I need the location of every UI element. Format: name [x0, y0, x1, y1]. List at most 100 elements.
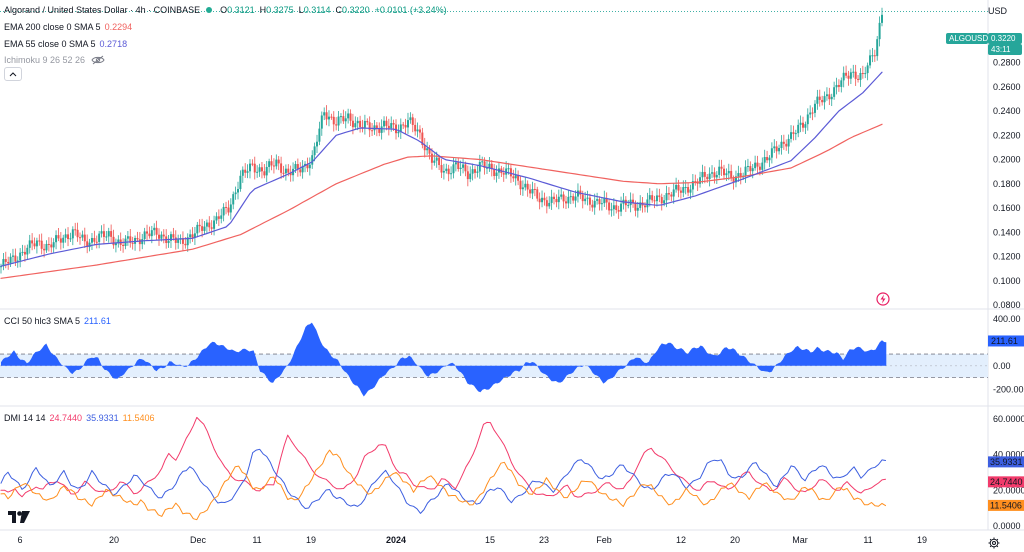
price-candle — [234, 192, 237, 195]
price-candle — [256, 171, 259, 173]
price-candle — [356, 120, 359, 124]
price-candle — [794, 133, 797, 135]
price-candle — [280, 163, 283, 173]
price-candle — [337, 116, 340, 126]
price-candle — [548, 202, 551, 207]
price-candle — [196, 224, 199, 234]
price-candle — [869, 55, 872, 66]
price-candle — [98, 233, 101, 242]
price-candle — [847, 75, 850, 79]
price-candle — [270, 161, 273, 166]
price-candle — [459, 167, 462, 170]
price-candle — [474, 169, 477, 173]
price-candle — [438, 157, 441, 166]
tradingview-logo-icon[interactable] — [8, 511, 30, 523]
price-candle — [186, 237, 189, 246]
price-candle — [126, 236, 129, 239]
price-candle — [23, 251, 26, 255]
price-candle — [639, 202, 642, 208]
price-candle — [653, 200, 656, 202]
price-candle — [428, 148, 431, 154]
price-axis-tick-8: 0.1400 — [993, 227, 1021, 237]
price-candle — [749, 166, 752, 172]
price-candle — [646, 199, 649, 208]
settings-icon[interactable] — [988, 537, 1000, 549]
price-candle — [246, 171, 249, 173]
dmi-axis-tick-2: 20.0000 — [993, 485, 1024, 495]
price-candle — [471, 169, 474, 174]
price-candle — [284, 168, 287, 174]
price-candle — [806, 114, 809, 125]
flash-icon[interactable] — [876, 292, 890, 306]
price-candle — [205, 222, 208, 227]
price-candle — [612, 205, 615, 210]
price-candle — [699, 177, 702, 184]
price-candle — [50, 244, 53, 248]
price-candle — [299, 169, 302, 173]
price-candle — [842, 72, 845, 81]
price-axis-tick-2: 0.2600 — [993, 82, 1021, 92]
price-candle — [797, 124, 800, 134]
price-candle — [687, 187, 690, 193]
dmi-adx-line — [0, 416, 886, 498]
price-candle — [521, 187, 524, 190]
price-candle — [392, 123, 395, 125]
price-axis-tick-1: 0.2800 — [993, 58, 1021, 68]
price-candle — [74, 229, 77, 231]
price-candle — [691, 181, 694, 190]
dmi-value-tag-label-0: 24.7440 — [990, 477, 1023, 487]
collapse-legend-button[interactable] — [4, 67, 22, 81]
price-candle — [198, 224, 201, 227]
time-axis-tick-2: Dec — [190, 535, 207, 545]
price-candle — [229, 204, 232, 213]
price-candle — [112, 236, 115, 246]
price-candle — [86, 241, 89, 248]
price-candle — [481, 161, 484, 163]
price-candle — [857, 78, 860, 80]
price-candle — [730, 170, 733, 179]
price-candle — [660, 197, 663, 204]
price-candle — [311, 155, 314, 165]
price-candle — [811, 112, 814, 114]
price-candle — [744, 166, 747, 176]
price-candle — [490, 163, 493, 170]
price-candle — [349, 113, 352, 121]
price-candle — [146, 231, 149, 234]
currency-label[interactable]: USD — [988, 6, 1008, 16]
price-candle — [813, 103, 816, 113]
price-candle — [476, 171, 479, 173]
price-candle — [655, 195, 658, 202]
price-candle — [555, 199, 558, 203]
price-candle — [608, 202, 611, 211]
price-candle — [725, 173, 728, 176]
price-candle — [620, 203, 623, 212]
price-candle — [667, 193, 670, 195]
price-candle — [11, 255, 14, 257]
price-candle — [160, 234, 163, 239]
price-candle — [105, 236, 108, 238]
price-candle — [268, 161, 271, 167]
price-candle — [241, 169, 244, 176]
price-candle — [495, 172, 498, 177]
price-candle — [538, 198, 541, 203]
price-candle — [615, 205, 618, 210]
price-candle — [464, 164, 467, 172]
price-candle — [191, 234, 194, 238]
price-candle — [421, 132, 424, 146]
price-candle — [100, 231, 103, 234]
price-candle — [143, 231, 146, 240]
price-candle — [512, 176, 515, 179]
price-candle — [117, 239, 120, 244]
price-candle — [773, 146, 776, 149]
price-candle — [845, 72, 848, 76]
time-axis-tick-9: 12 — [676, 535, 686, 545]
price-candle — [193, 233, 196, 238]
price-candle — [514, 174, 517, 179]
price-candle — [162, 234, 165, 237]
price-candle — [871, 55, 874, 57]
price-candle — [2, 259, 5, 267]
price-candle — [694, 181, 697, 183]
time-axis-tick-1: 20 — [109, 535, 119, 545]
